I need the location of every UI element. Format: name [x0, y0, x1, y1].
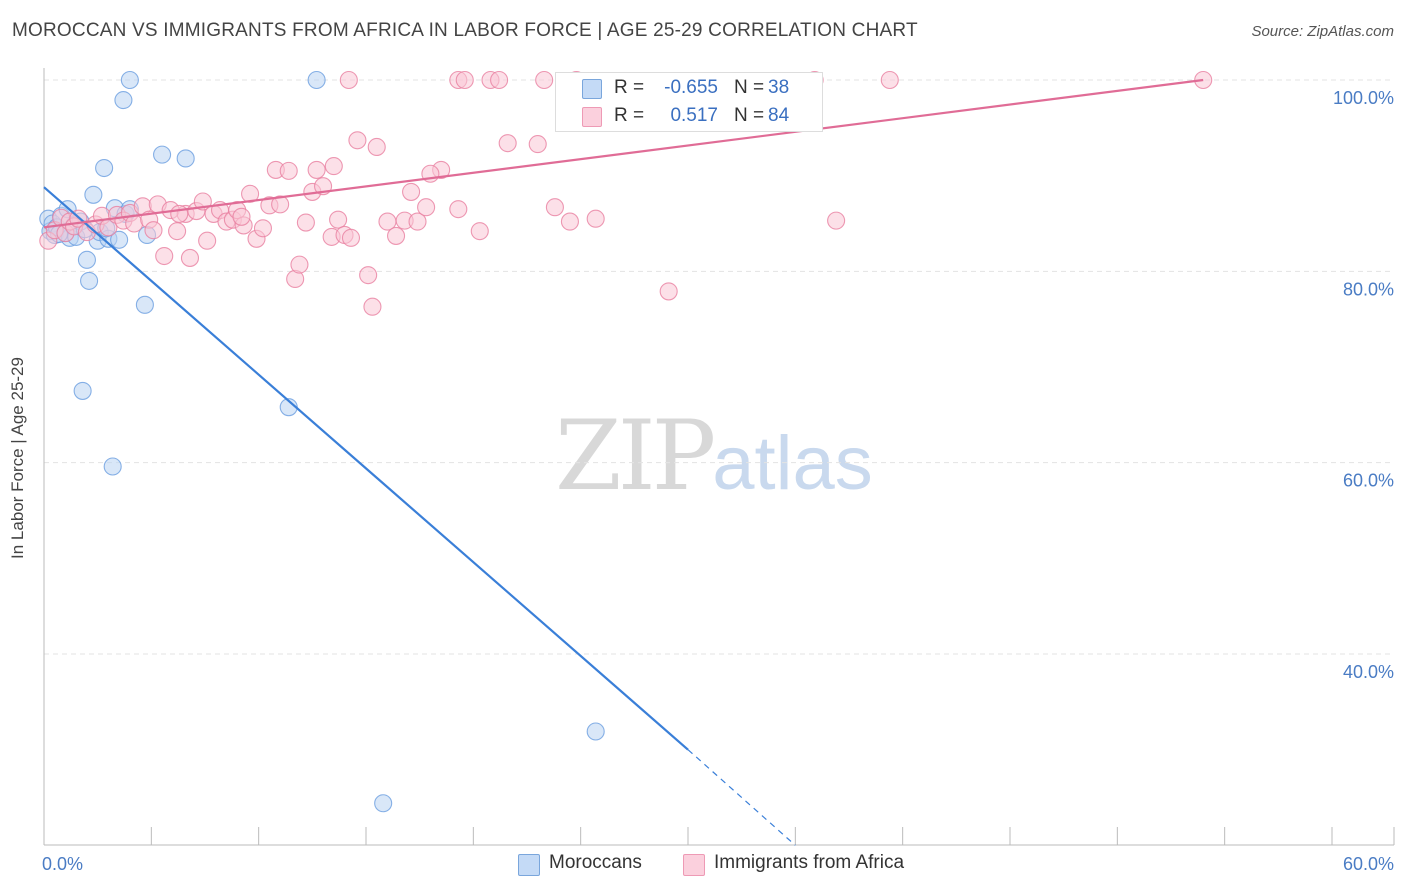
africa-point	[198, 231, 217, 250]
moroccan-point	[84, 185, 103, 204]
africa-point	[307, 160, 326, 179]
africa-point	[535, 70, 554, 90]
moroccan-point	[114, 91, 133, 110]
x-tick-label: 60.0%	[1343, 854, 1394, 874]
moroccan-point	[135, 295, 154, 314]
africa-point	[241, 184, 260, 203]
moroccan-trend-line	[43, 186, 689, 751]
moroccan-point	[307, 70, 326, 90]
africa-point	[417, 198, 436, 217]
africa-point	[155, 246, 174, 266]
series-label-africa: Immigrants from Africa	[714, 852, 905, 873]
moroccan-point	[95, 158, 114, 178]
legend-r-label: R =	[614, 105, 645, 126]
watermark-zip: ZIP	[555, 400, 716, 512]
africa-point	[341, 228, 361, 247]
africa-point	[498, 134, 517, 153]
africa-point	[586, 209, 605, 228]
moroccan-point	[176, 149, 195, 168]
africa-point	[367, 137, 386, 157]
moroccan-trend-line-extension	[687, 749, 796, 846]
africa-point	[168, 222, 187, 241]
series-label-moroccans: Moroccans	[549, 852, 642, 873]
moroccan-point	[103, 457, 122, 476]
x-tick-label: 0.0%	[42, 854, 83, 874]
series-swatch-africa	[683, 854, 705, 876]
africa-point	[470, 222, 489, 241]
africa-point	[659, 282, 678, 301]
africa-point	[296, 213, 315, 232]
africa-point	[290, 255, 309, 274]
moroccan-point	[374, 794, 393, 813]
legend-row-moroccans: R = -0.655 N = 38	[556, 74, 822, 102]
legend-n-value: 38	[768, 77, 790, 98]
moroccan-point	[120, 70, 139, 90]
series-legend: Moroccans Immigrants from Africa	[0, 852, 1406, 878]
africa-point	[339, 70, 358, 90]
chart-title: MOROCCAN VS IMMIGRANTS FROM AFRICA IN LA…	[12, 20, 918, 41]
africa-point	[490, 70, 509, 90]
legend-swatch-moroccans	[582, 79, 602, 99]
africa-point	[329, 210, 348, 229]
africa-point	[144, 221, 163, 240]
y-tick-label: 60.0%	[1343, 471, 1394, 491]
africa-point	[170, 204, 189, 223]
africa-point	[387, 226, 406, 245]
africa-point	[279, 161, 298, 180]
africa-point	[348, 131, 367, 150]
source-credit: Source: ZipAtlas.com	[1251, 23, 1394, 40]
moroccan-point	[80, 271, 99, 290]
moroccan-point	[73, 381, 92, 400]
africa-point	[880, 70, 899, 90]
moroccan-point	[77, 250, 96, 269]
series-swatch-moroccans	[518, 854, 540, 876]
moroccan-point	[110, 230, 129, 249]
africa-point	[232, 207, 251, 226]
africa-point	[324, 157, 343, 176]
moroccan-point	[153, 145, 172, 164]
moroccan-point	[586, 722, 605, 741]
legend-swatch-africa	[582, 107, 602, 127]
africa-point	[271, 195, 290, 214]
legend-r-label: R =	[614, 77, 645, 98]
watermark-atlas: atlas	[712, 421, 873, 506]
africa-point	[359, 266, 378, 285]
africa-point	[449, 200, 468, 219]
africa-point	[528, 135, 547, 154]
africa-point	[827, 211, 846, 230]
y-tick-label: 40.0%	[1343, 662, 1394, 682]
africa-point	[455, 70, 474, 90]
africa-trend-line	[43, 78, 1204, 229]
africa-point	[253, 219, 273, 238]
africa-point	[180, 248, 200, 267]
africa-point	[402, 182, 421, 201]
legend-n-label: N =	[734, 77, 765, 98]
africa-point	[560, 212, 579, 231]
africa-point	[408, 212, 427, 231]
legend-n-label: N =	[734, 105, 765, 126]
watermark: ZIPatlas	[555, 400, 873, 512]
legend-row-africa: R = 0.517 N = 84	[556, 102, 822, 130]
legend-r-value: 0.517	[670, 105, 718, 126]
legend-r-value: -0.655	[664, 77, 718, 98]
legend-n-value: 84	[768, 105, 790, 126]
y-tick-label: 100.0%	[1333, 88, 1394, 108]
africa-point	[545, 198, 564, 217]
y-tick-label: 80.0%	[1343, 279, 1394, 299]
correlation-legend: R = -0.655 N = 38 R = 0.517 N = 84	[555, 72, 823, 132]
africa-point	[363, 297, 382, 316]
